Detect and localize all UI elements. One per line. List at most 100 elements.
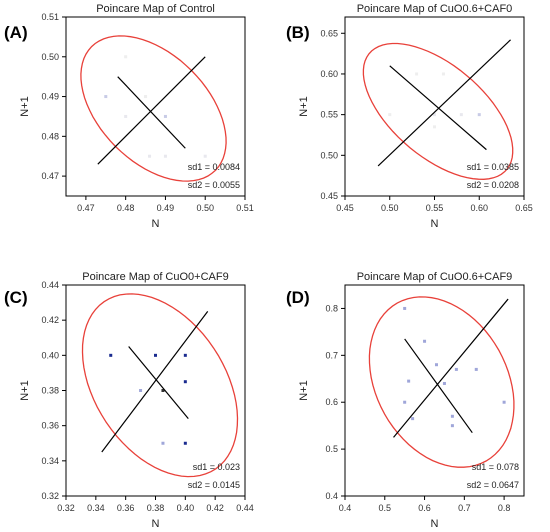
chart-title: Poincare Map of CuO0+CAF9	[82, 271, 228, 283]
data-point	[502, 400, 506, 404]
poincare-panel: (A) Poincare Map of Control 0.47 0.48 0.49 0.…	[4, 3, 254, 230]
x-tick-label: 0.50	[381, 203, 399, 213]
y-tick-label: 0.32	[41, 491, 59, 501]
x-tick-label: 0.8	[498, 503, 511, 513]
x-tick-label: 0.60	[470, 203, 488, 213]
y-tick-label: 0.6	[325, 397, 338, 407]
panel-label: (D)	[286, 288, 310, 307]
poincare-panel: (D) Poincare Map of CuO0.6+CAF9 0.4 0.5 0.6 0…	[286, 271, 525, 530]
data-point	[441, 72, 445, 76]
y-tick-label: 0.51	[41, 12, 59, 22]
x-axis-label: N	[152, 518, 160, 527]
data-point	[139, 389, 143, 392]
y-tick-label: 0.40	[41, 350, 59, 360]
y-tick-label: 0.47	[41, 171, 59, 181]
data-point	[450, 414, 454, 418]
data-point	[454, 367, 458, 371]
data-point	[161, 389, 165, 392]
x-tick-label: 0.4	[339, 503, 352, 513]
data-point	[407, 379, 411, 383]
sd-axis-line	[404, 338, 473, 434]
y-tick-label: 0.5	[325, 444, 338, 454]
data-point	[144, 95, 148, 99]
data-point	[434, 363, 438, 367]
sd-axis-line	[117, 76, 186, 149]
y-tick-label: 0.60	[320, 69, 338, 79]
fit-ellipse	[368, 296, 515, 468]
data-point	[459, 113, 463, 117]
y-tick-label: 0.50	[320, 150, 338, 160]
y-tick-label: 0.36	[41, 421, 59, 431]
y-tick-label: 0.55	[320, 110, 338, 120]
data-point	[433, 113, 436, 117]
x-tick-label: 0.51	[236, 203, 254, 213]
y-tick-label: 0.49	[41, 92, 59, 102]
data-point	[474, 367, 478, 371]
sd-stat-label: sd1 = 0.078	[472, 462, 519, 472]
x-tick-label: 0.34	[87, 503, 105, 513]
data-point	[411, 417, 415, 421]
y-axis-label: N+1	[298, 96, 310, 117]
data-point	[104, 95, 108, 99]
panel-label: (B)	[286, 23, 310, 42]
data-point	[477, 113, 481, 117]
sd-axis-line	[128, 346, 189, 420]
x-axis-label: N	[431, 518, 439, 527]
x-tick-label: 0.55	[426, 203, 444, 213]
data-point	[183, 353, 187, 357]
panel-label: (C)	[4, 288, 28, 307]
y-tick-label: 0.42	[41, 315, 59, 325]
panel-label: (A)	[4, 23, 28, 42]
y-tick-label: 0.44	[41, 280, 59, 290]
data-point	[183, 380, 187, 384]
y-axis-label: N+1	[19, 380, 31, 401]
sd-axis-line	[377, 39, 511, 167]
data-point	[183, 441, 187, 445]
x-tick-label: 0.48	[117, 203, 135, 213]
x-tick-label: 0.49	[157, 203, 175, 213]
data-point	[154, 353, 157, 357]
data-point	[148, 154, 152, 158]
x-tick-label: 0.65	[515, 203, 533, 213]
sd-stat-label: sd2 = 0.0145	[188, 480, 240, 490]
x-tick-label: 0.32	[57, 503, 75, 513]
data-point	[403, 306, 407, 310]
chart-title: Poincare Map of CuO0.6+CAF9	[357, 271, 513, 283]
y-tick-label: 0.8	[325, 303, 338, 313]
y-axis-label: N+1	[19, 96, 31, 117]
data-point	[388, 113, 392, 117]
x-tick-label: 0.45	[336, 203, 354, 213]
data-point	[163, 154, 167, 158]
poincare-panel: (B) Poincare Map of CuO0.6+CAF0 0.45 0.50 0.…	[286, 3, 533, 230]
y-axis-label: N+1	[298, 380, 310, 401]
y-tick-label: 0.65	[320, 28, 338, 38]
data-point	[161, 441, 165, 445]
fit-ellipse	[81, 293, 239, 478]
plot-frame	[65, 284, 246, 497]
sd-axis-line	[101, 311, 209, 453]
sd-stat-label: sd1 = 0.023	[193, 462, 240, 472]
sd-axis-line	[97, 56, 206, 165]
data-point	[163, 114, 167, 118]
chart-title: Poincare Map of CuO0.6+CAF0	[357, 3, 513, 15]
sd-axis-line	[393, 298, 509, 438]
data-point	[403, 400, 407, 404]
y-tick-label: 0.50	[41, 52, 59, 62]
y-tick-label: 0.7	[325, 350, 338, 360]
x-tick-label: 0.7	[458, 503, 471, 513]
data-point	[124, 114, 128, 118]
x-tick-label: 0.42	[206, 503, 224, 513]
y-tick-label: 0.38	[41, 386, 59, 396]
y-tick-label: 0.4	[325, 491, 338, 501]
x-tick-label: 0.38	[147, 503, 165, 513]
sd-stat-label: sd2 = 0.0208	[467, 180, 519, 190]
chart-title: Poincare Map of Control	[96, 3, 215, 15]
sd-stat-label: sd2 = 0.0647	[467, 480, 519, 490]
data-point	[415, 72, 419, 76]
x-axis-label: N	[431, 218, 439, 230]
x-tick-label: 0.6	[418, 503, 431, 513]
sd-axis-line	[389, 65, 487, 151]
y-tick-label: 0.45	[320, 191, 338, 201]
